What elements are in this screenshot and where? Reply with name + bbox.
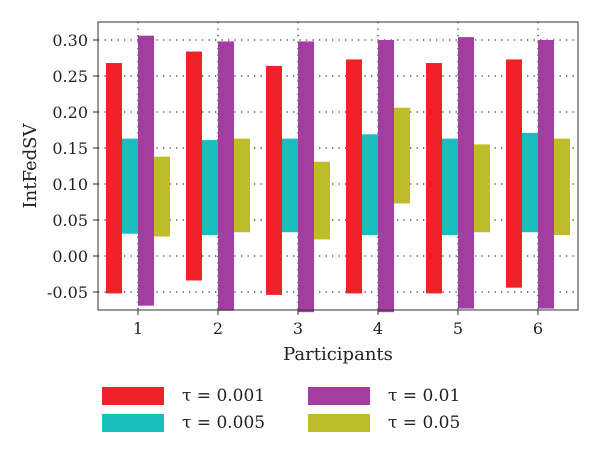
bar-series-3-participant-1 xyxy=(154,156,170,237)
y-tick-label-0: -0.05 xyxy=(47,283,88,302)
bar-series-0-participant-3 xyxy=(266,65,282,295)
x-tick-label-2: 2 xyxy=(213,319,223,338)
bar-series-1-participant-4 xyxy=(362,134,378,236)
bar-series-1-participant-6 xyxy=(522,132,538,233)
bar-series-0-participant-4 xyxy=(346,59,362,294)
plot-frame xyxy=(97,21,579,311)
bar-series-1-participant-2 xyxy=(202,140,218,236)
y-axis-label: IntFedSV xyxy=(20,123,41,209)
axis-ticks: -0.05 0.00 0.05 0.10 0.15 0.20 0.25 0.30 1 2 3 4 5 6 xyxy=(47,31,543,338)
bar-series-0-participant-2 xyxy=(186,51,202,281)
y-tick-label-3: 0.10 xyxy=(52,175,88,194)
bar-series-2-participant-4 xyxy=(378,40,394,313)
y-tick-label-2: 0.05 xyxy=(52,211,88,230)
bar-series-3-participant-3 xyxy=(314,161,330,240)
bar-series-0-participant-5 xyxy=(426,63,442,294)
y-tick-label-7: 0.30 xyxy=(52,31,88,50)
x-axis-label: Participants xyxy=(283,344,393,365)
bar-series-2-participant-3 xyxy=(298,41,314,313)
y-tick-label-1: 0.00 xyxy=(52,247,88,266)
bar-series-3-participant-4 xyxy=(394,107,410,204)
bar-series-3-participant-5 xyxy=(474,144,490,233)
bar-series-1-participant-3 xyxy=(282,138,298,233)
x-tick-label-3: 3 xyxy=(293,319,303,338)
bar-series-3-participant-6 xyxy=(554,138,570,236)
bar-series-1-participant-5 xyxy=(442,138,458,236)
y-tick-label-4: 0.15 xyxy=(52,139,88,158)
bar-series-2-participant-5 xyxy=(458,37,474,309)
bar-series-0-participant-6 xyxy=(506,59,522,288)
bar-series-0-participant-1 xyxy=(106,63,122,294)
x-tick-label-1: 1 xyxy=(133,319,143,338)
bar-series-2-participant-1 xyxy=(138,35,154,306)
y-tick-label-6: 0.25 xyxy=(52,67,88,86)
x-tick-label-5: 5 xyxy=(453,319,463,338)
bar-series-2-participant-6 xyxy=(538,40,554,309)
bar-series-3-participant-2 xyxy=(234,138,250,233)
bar-series-2-participant-2 xyxy=(218,41,234,311)
x-tick-label-6: 6 xyxy=(533,319,543,338)
x-tick-label-4: 4 xyxy=(373,319,383,338)
y-tick-label-5: 0.20 xyxy=(52,103,88,122)
bars xyxy=(106,35,570,313)
bar-series-1-participant-1 xyxy=(122,138,138,234)
